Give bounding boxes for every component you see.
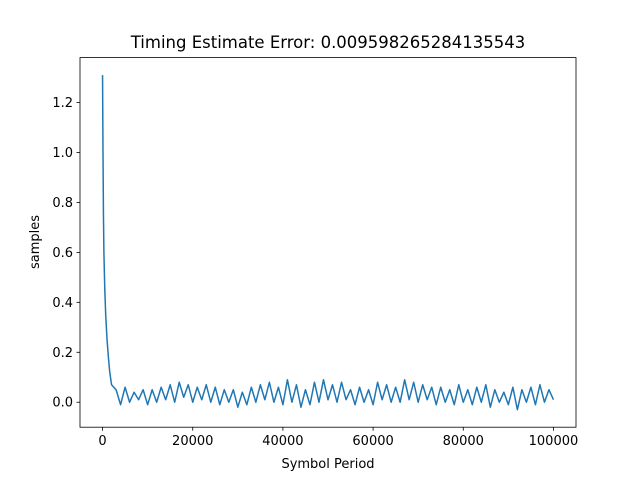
axes-frame xyxy=(79,57,577,428)
y-tick-label: 1.2 xyxy=(52,96,73,111)
x-tick-label: 40000 xyxy=(262,434,303,449)
x-axis-label: Symbol Period xyxy=(281,457,374,472)
y-tick-label: 0.8 xyxy=(52,196,73,211)
y-tick-label: 1.0 xyxy=(52,146,73,161)
y-tick-label: 0.6 xyxy=(52,246,73,261)
x-tick-label: 20000 xyxy=(172,434,213,449)
y-tick-label: 0.0 xyxy=(52,396,73,411)
x-tick-label: 0 xyxy=(98,434,106,449)
chart-title: Timing Estimate Error: 0.009598265284135… xyxy=(130,33,526,52)
y-tick-label: 0.4 xyxy=(52,296,73,311)
plot-area xyxy=(101,75,555,411)
x-tick-label: 100000 xyxy=(529,434,579,449)
y-axis-label: samples xyxy=(28,215,43,269)
data-line xyxy=(101,75,555,411)
x-tick-label: 60000 xyxy=(352,434,393,449)
y-tick-label: 0.2 xyxy=(52,346,73,361)
x-tick-label: 80000 xyxy=(443,434,484,449)
